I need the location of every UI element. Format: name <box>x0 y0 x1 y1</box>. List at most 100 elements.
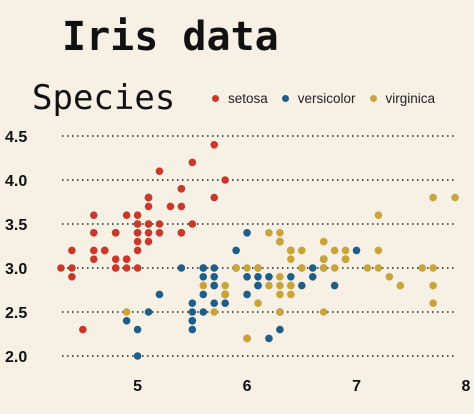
point-versicolor <box>254 273 262 281</box>
legend-label-versicolor: versicolor <box>297 91 356 106</box>
point-setosa <box>133 220 142 228</box>
point-virginica <box>265 281 273 290</box>
point-virginica <box>330 264 339 272</box>
point-virginica <box>254 299 262 308</box>
legend-marker-setosa <box>212 95 219 102</box>
point-versicolor <box>276 325 284 334</box>
point-versicolor <box>199 290 208 299</box>
point-versicolor <box>188 308 197 316</box>
point-versicolor <box>243 273 251 281</box>
point-setosa <box>122 255 131 263</box>
point-setosa <box>89 255 98 263</box>
point-versicolor <box>122 317 131 325</box>
point-versicolor <box>210 273 219 281</box>
x-tick-label: 8 <box>462 378 471 395</box>
point-virginica <box>319 264 328 272</box>
point-setosa <box>155 167 164 175</box>
point-virginica <box>287 246 295 255</box>
point-versicolor <box>254 281 262 290</box>
point-setosa <box>89 246 98 255</box>
point-versicolor <box>232 246 240 255</box>
point-setosa <box>122 264 131 272</box>
point-versicolor <box>144 308 153 316</box>
point-setosa <box>155 220 164 228</box>
point-virginica <box>297 264 306 272</box>
point-virginica <box>265 229 273 237</box>
y-tick-label: 3.0 <box>5 261 27 278</box>
point-versicolor <box>199 264 208 272</box>
y-tick-label: 4.5 <box>5 129 27 146</box>
point-versicolor <box>188 325 197 334</box>
point-virginica <box>287 281 295 290</box>
legend-title: Species <box>32 78 176 118</box>
x-tick-label: 6 <box>243 378 252 395</box>
point-virginica <box>276 308 284 316</box>
legend: setosa versicolor virginica <box>212 91 449 106</box>
legend-label-setosa: setosa <box>228 91 268 106</box>
point-versicolor <box>297 281 306 290</box>
point-virginica <box>341 255 350 263</box>
point-setosa <box>133 211 142 219</box>
point-virginica <box>287 290 295 299</box>
point-setosa <box>79 325 87 334</box>
point-setosa <box>144 237 153 246</box>
y-tick-label: 3.5 <box>5 217 27 234</box>
point-virginica <box>232 264 240 272</box>
y-tick-label: 2.0 <box>5 349 27 366</box>
point-setosa <box>133 264 142 272</box>
x-tick-label: 7 <box>352 378 361 395</box>
legend-label-virginica: virginica <box>385 91 436 106</box>
point-setosa <box>144 229 153 237</box>
point-virginica <box>396 281 405 290</box>
point-virginica <box>276 281 284 290</box>
point-virginica <box>254 264 262 272</box>
point-virginica <box>330 246 339 255</box>
point-setosa <box>166 202 175 211</box>
point-virginica <box>287 255 295 263</box>
point-virginica <box>374 211 383 219</box>
point-virginica <box>385 273 394 281</box>
point-virginica <box>243 334 251 343</box>
chart-title: Iris data <box>62 14 279 60</box>
point-setosa <box>210 141 219 149</box>
point-versicolor <box>352 246 361 255</box>
point-versicolor <box>265 334 273 343</box>
legend-item-versicolor: versicolor <box>281 91 356 106</box>
point-versicolor <box>210 281 219 290</box>
point-setosa <box>89 229 98 237</box>
point-setosa <box>111 264 120 272</box>
point-setosa <box>155 229 164 237</box>
point-setosa <box>133 229 142 237</box>
point-versicolor <box>199 273 208 281</box>
point-virginica <box>341 246 350 255</box>
point-virginica <box>374 246 383 255</box>
point-setosa <box>144 202 153 211</box>
point-virginica <box>319 237 328 246</box>
point-versicolor <box>221 299 229 308</box>
point-versicolor <box>188 299 197 308</box>
x-tick-label: 5 <box>133 378 142 395</box>
legend-marker-virginica <box>369 95 377 102</box>
point-virginica <box>451 193 459 202</box>
point-virginica <box>319 255 328 263</box>
point-virginica <box>243 264 251 272</box>
point-versicolor <box>199 308 208 316</box>
point-versicolor <box>308 264 317 272</box>
y-tick-label: 4.0 <box>5 173 27 190</box>
point-virginica <box>297 246 306 255</box>
point-setosa <box>177 185 186 193</box>
point-virginica <box>221 281 229 290</box>
point-versicolor <box>243 290 251 299</box>
point-setosa <box>68 273 76 281</box>
legend-item-virginica: virginica <box>369 91 436 106</box>
point-setosa <box>210 193 219 202</box>
point-setosa <box>68 264 76 272</box>
point-versicolor <box>177 264 186 272</box>
point-virginica <box>363 264 372 272</box>
point-setosa <box>177 202 186 211</box>
point-virginica <box>429 281 437 290</box>
point-setosa <box>144 193 153 202</box>
point-versicolor <box>287 273 295 281</box>
